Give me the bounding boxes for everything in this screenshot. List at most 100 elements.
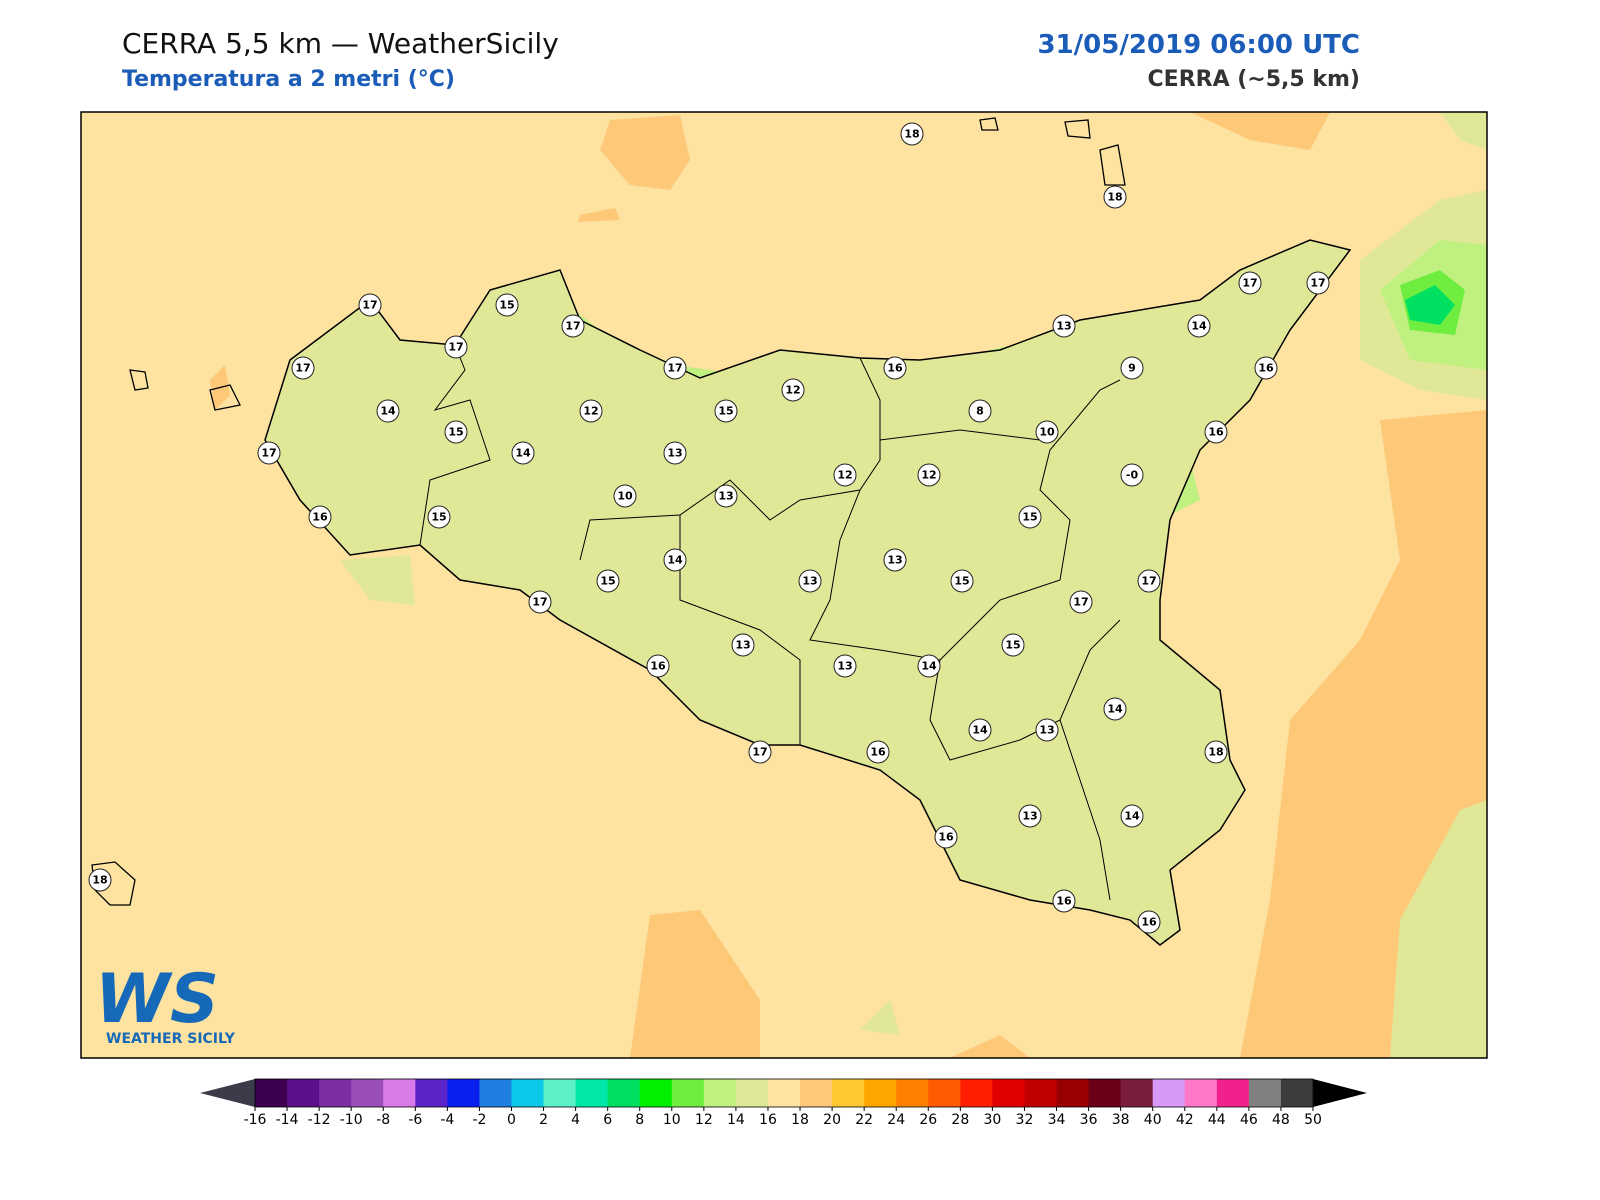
station-value: 18 <box>904 128 919 141</box>
station-marker <box>579 399 603 423</box>
colorbar-segment <box>639 1079 673 1107</box>
logo-caption: WEATHER SICILY <box>106 1031 236 1047</box>
colorbar-tick-label: 10 <box>663 1112 681 1128</box>
station-value: 16 <box>1208 426 1224 439</box>
colorbar-tick-label: 30 <box>983 1112 1001 1128</box>
station-value: 17 <box>1310 277 1325 290</box>
station-marker <box>781 378 805 402</box>
colorbar-segment <box>447 1079 480 1107</box>
source: CERRA (~5,5 km) <box>1148 67 1360 92</box>
station-value: -0 <box>1126 469 1139 482</box>
colorbar-tick-label: 36 <box>1080 1112 1098 1128</box>
island <box>91 117 1126 906</box>
station-marker <box>900 122 924 146</box>
station-value: 13 <box>667 447 682 460</box>
station-value: 15 <box>431 511 446 524</box>
station-marker <box>613 484 637 508</box>
colorbar-tick-label: -10 <box>340 1112 363 1128</box>
colorbar-segment <box>1088 1079 1122 1107</box>
colorbar-segment <box>1280 1079 1314 1107</box>
colorbar-segment <box>1056 1079 1090 1107</box>
colorbar-tick-label: -4 <box>440 1112 454 1128</box>
station-marker <box>444 335 468 359</box>
station-value: 13 <box>1022 810 1037 823</box>
colorbar-tick-label: 28 <box>951 1112 969 1128</box>
station-value: 15 <box>1022 511 1037 524</box>
station-value: 16 <box>870 746 886 759</box>
colorbar-segment <box>383 1079 416 1107</box>
station-value: 16 <box>312 511 328 524</box>
station-marker <box>427 505 451 529</box>
station-marker <box>1120 804 1144 828</box>
colorbar-segment <box>1024 1079 1058 1107</box>
station-value: 14 <box>515 447 531 460</box>
station-marker <box>308 505 332 529</box>
station-marker <box>1254 356 1278 380</box>
colorbar-segment <box>607 1079 641 1107</box>
station-value: 18 <box>92 874 107 887</box>
colorbar: -16 -14 -12 -10 -8 -6 -4 -2 0 2 4 6 8 10 12 14 16 18 20 22 2… <box>200 1078 1367 1128</box>
station-value: 18 <box>1107 191 1122 204</box>
station-marker <box>358 293 382 317</box>
station-marker <box>883 548 907 572</box>
station-marker <box>731 633 755 657</box>
station-value: 17 <box>667 362 682 375</box>
station-marker <box>1052 314 1076 338</box>
station-value: 14 <box>1191 320 1207 333</box>
station-marker <box>1204 740 1228 764</box>
colorbar-tick-label: 24 <box>887 1112 905 1128</box>
colorbar-segment <box>671 1079 705 1107</box>
station-marker <box>1069 590 1093 614</box>
station-marker <box>1137 569 1161 593</box>
station-marker <box>883 356 907 380</box>
station-value: 17 <box>362 299 377 312</box>
station-marker <box>833 654 857 678</box>
station-marker <box>88 868 112 892</box>
station-value: 17 <box>295 362 310 375</box>
station-value: 16 <box>1258 362 1274 375</box>
cold-zone <box>1405 285 1455 325</box>
station-marker <box>1001 633 1025 657</box>
colorbar-segment <box>1248 1079 1282 1107</box>
stations: 18 18 17 15 17 17 17 17 16 13 14 17 17 16 9 14 12 15 12 8 10… <box>88 122 1330 934</box>
station-value: 15 <box>954 575 969 588</box>
station-value: 14 <box>1107 703 1123 716</box>
colorbar-tick-label: 34 <box>1048 1112 1066 1128</box>
station-value: 18 <box>1208 746 1223 759</box>
station-value: 15 <box>600 575 615 588</box>
colorbar-segment <box>415 1079 448 1107</box>
colorbar-tick-label: -2 <box>472 1112 486 1128</box>
station-marker <box>596 569 620 593</box>
station-value: 15 <box>448 426 463 439</box>
station-marker <box>495 293 519 317</box>
colorbar-tick-label: 48 <box>1272 1112 1290 1128</box>
station-value: 13 <box>718 490 733 503</box>
colorbar-segment <box>1120 1079 1154 1107</box>
colorbar-tick-label: -12 <box>308 1112 331 1128</box>
colorbar-tick-label: 42 <box>1176 1112 1194 1128</box>
station-value: 17 <box>1141 575 1156 588</box>
station-value: 12 <box>837 469 852 482</box>
colorbar-segment <box>255 1079 288 1107</box>
station-marker <box>1052 889 1076 913</box>
colorbar-tick-label: 8 <box>635 1112 644 1128</box>
station-value: 14 <box>1124 810 1140 823</box>
station-value: 12 <box>785 384 800 397</box>
mild-zone <box>340 555 415 605</box>
station-marker <box>1018 505 1042 529</box>
station-marker <box>1306 271 1330 295</box>
station-marker <box>714 484 738 508</box>
station-value: 14 <box>380 405 396 418</box>
station-value: 13 <box>1056 320 1071 333</box>
colorbar-tick-label: -8 <box>376 1112 390 1128</box>
colorbar-tick-label: 12 <box>695 1112 713 1128</box>
station-marker <box>663 356 687 380</box>
colorbar-segment <box>1184 1079 1218 1107</box>
station-value: 16 <box>887 362 903 375</box>
station-marker <box>646 654 670 678</box>
station-marker <box>748 740 772 764</box>
station-value: 16 <box>1141 916 1157 929</box>
colorbar-segment <box>896 1079 929 1107</box>
station-value: 17 <box>1242 277 1257 290</box>
